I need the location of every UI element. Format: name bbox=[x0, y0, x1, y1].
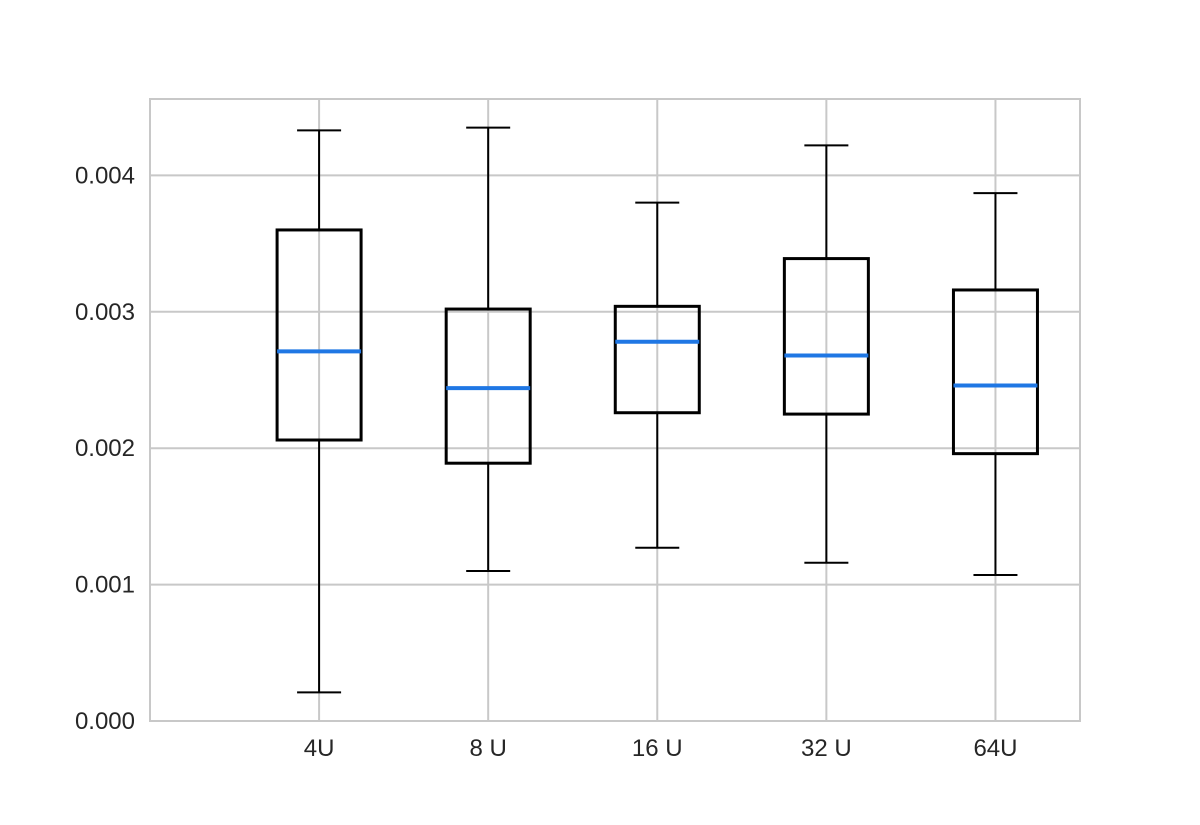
y-tick-label: 0.004 bbox=[75, 162, 135, 189]
box-layer bbox=[275, 126, 1039, 694]
y-tick-label: 0.002 bbox=[75, 435, 135, 462]
x-tick-label: 8 U bbox=[470, 735, 507, 762]
iqr-box bbox=[951, 288, 1039, 456]
y-tick-label: 0.003 bbox=[75, 299, 135, 326]
plot-frame bbox=[149, 98, 1081, 722]
label-layer: 0.000 0.001 0.002 0.003 0.004 4U 8 U 16 U 32 U 64… bbox=[75, 162, 1018, 762]
x-tick-label: 4U bbox=[304, 735, 335, 762]
iqr-box bbox=[275, 228, 363, 442]
y-tick-label: 0.000 bbox=[75, 708, 135, 735]
x-tick-label: 64U bbox=[973, 735, 1017, 762]
iqr-box bbox=[444, 307, 532, 465]
x-tick-label: 16 U bbox=[632, 735, 683, 762]
y-tick-label: 0.001 bbox=[75, 572, 135, 599]
iqr-box bbox=[613, 304, 701, 415]
x-tick-label: 32 U bbox=[801, 735, 852, 762]
iqr-box bbox=[782, 257, 870, 416]
